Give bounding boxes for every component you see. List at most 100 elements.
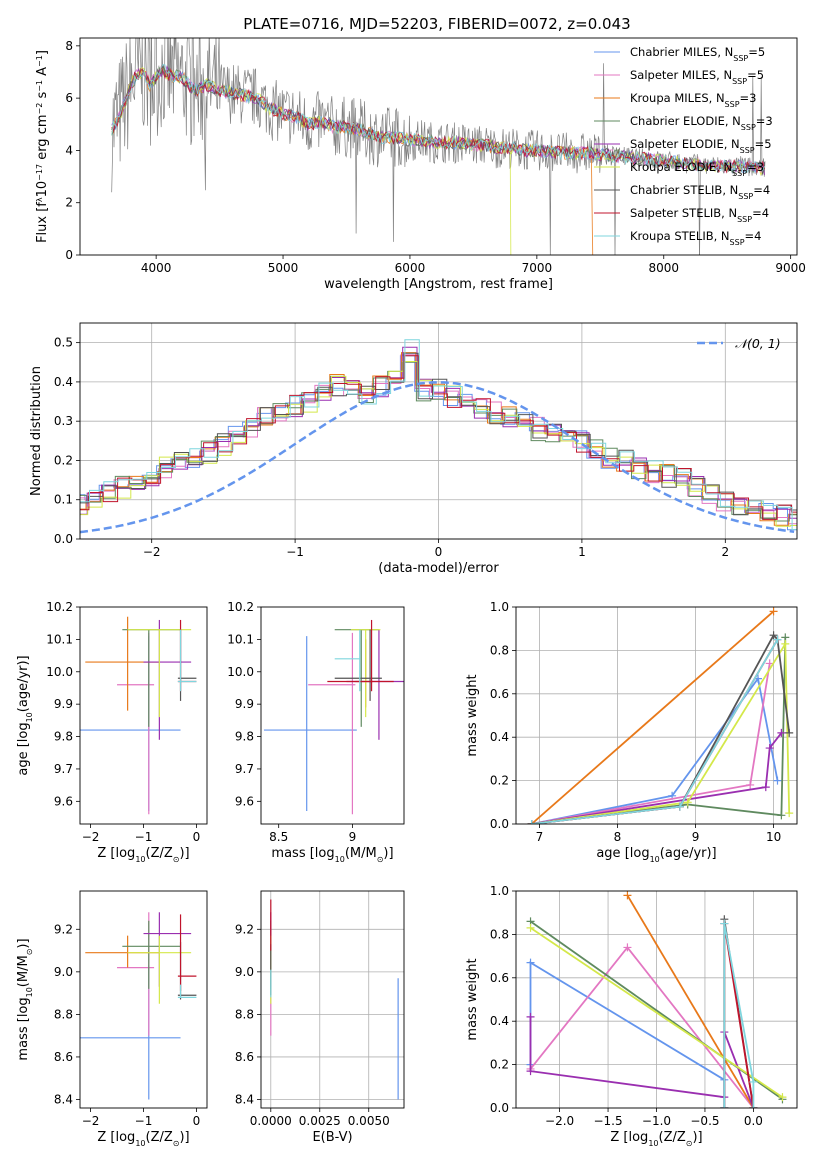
x-tick-label: 2 [721, 545, 729, 559]
weight-line [626, 894, 755, 1108]
errorbar-point [334, 629, 382, 701]
y-tick-label: 8.6 [54, 1050, 73, 1064]
weight-marker [785, 809, 794, 818]
weight-traces [527, 607, 794, 824]
histogram-step-line [80, 355, 797, 531]
y-tick-label: 1.0 [490, 600, 509, 614]
age-vs-mass-panel: 8.5 9 9.6 9.7 9.8 9.9 10.0 10.1 10.2 mass [log10(… [227, 600, 405, 864]
y-tick-label: 9.9 [54, 697, 73, 711]
figure-title: PLATE=0716, MJD=52203, FIBERID=0072, z=0… [243, 15, 630, 33]
y-tick-label: 9.7 [54, 762, 73, 776]
y-tick-label: 9.7 [235, 762, 254, 776]
weight-marker [526, 1012, 535, 1021]
x-tick-label: −1 [135, 1114, 153, 1128]
y-tick-label: 9.0 [54, 965, 73, 979]
axes-frame [79, 890, 208, 1109]
y-tick-label: 8.4 [54, 1092, 73, 1106]
x-tick-label: 7000 [522, 261, 553, 275]
weight-marker [749, 1077, 758, 1086]
x-tick-label: 0.0025 [299, 1114, 341, 1128]
errorbar-point [177, 984, 197, 998]
x-axis-label: mass [log10(M/M⊙)] [271, 846, 393, 864]
y-tick-label: 9.9 [235, 697, 254, 711]
errorbars [80, 912, 197, 1100]
errorbar-point [334, 629, 361, 692]
axes-frame [79, 37, 798, 256]
y-tick-label: 9.8 [54, 730, 73, 744]
legend-label: Chabrier ELODIE, NSSP=3 [630, 114, 773, 132]
x-tick-label: −1.5 [593, 1114, 622, 1128]
x-tick-label: −2 [82, 1114, 100, 1128]
weight-line [531, 676, 779, 824]
y-tick-label: 10.1 [227, 632, 254, 646]
x-tick-label: 9000 [775, 261, 806, 275]
y-tick-label: 8 [65, 39, 73, 53]
weight-marker [781, 639, 790, 648]
x-tick-label: −1.0 [642, 1114, 671, 1128]
x-tick-label: −0.5 [690, 1114, 719, 1128]
legend-label: Kroupa MILES, NSSP=3 [630, 91, 756, 109]
x-axis-label: Z [log10(Z/Z⊙)] [97, 846, 189, 864]
x-tick-label: 5000 [268, 261, 299, 275]
histogram-step-line [80, 339, 797, 530]
y-tick-label: 8.4 [235, 1092, 254, 1106]
y-tick-label: 0.6 [490, 971, 509, 985]
x-tick-label: 4000 [141, 261, 172, 275]
y-tick-label: 10.2 [227, 600, 254, 614]
y-axis-label: Normed distribution [29, 366, 44, 496]
weight-line [531, 633, 791, 824]
weight-marker [526, 958, 535, 967]
x-tick-label: 8.5 [269, 830, 288, 844]
y-tick-label: 10.1 [46, 632, 73, 646]
y-tick-label: 0.8 [490, 643, 509, 657]
errorbars [80, 616, 197, 815]
y-tick-label: 4 [65, 143, 73, 157]
y-tick-label: 6 [65, 91, 73, 105]
y-tick-label: 1.0 [490, 884, 509, 898]
histogram-step-line [80, 361, 797, 522]
weight-marker [769, 607, 778, 616]
legend-label: 𝒩(0, 1) [735, 336, 781, 351]
weight-marker [746, 780, 755, 789]
y-tick-label: 8.8 [235, 1007, 254, 1021]
weight-marker [720, 919, 729, 928]
y-tick-label: 0.1 [54, 493, 73, 507]
x-tick-label: 9 [692, 830, 700, 844]
weight-marker [777, 811, 786, 820]
x-tick-label: 8000 [648, 261, 679, 275]
histogram-step-line [80, 346, 797, 519]
errorbar-point [327, 619, 394, 692]
weight-line [531, 639, 779, 824]
y-tick-label: 9.6 [235, 794, 254, 808]
x-tick-label: 1 [578, 545, 586, 559]
x-axis-label: E(B-V) [312, 1130, 352, 1145]
y-tick-label: 9.8 [235, 730, 254, 744]
x-tick-label: −2 [143, 545, 161, 559]
weight-marker [720, 1104, 729, 1108]
y-tick-label: 0.2 [490, 774, 509, 788]
weight-line [531, 610, 775, 824]
y-tick-label: 10.2 [46, 600, 73, 614]
weight-marker [623, 943, 632, 952]
weight-line [531, 639, 779, 824]
y-tick-label: 0.4 [490, 730, 509, 744]
errorbar-point [143, 619, 192, 740]
y-tick-label: 8.6 [235, 1050, 254, 1064]
errorbar-point [122, 920, 181, 989]
errorbar-point [263, 636, 357, 812]
legend-label: Chabrier STELIB, NSSP=4 [630, 183, 770, 201]
y-tick-label: 0.2 [54, 453, 73, 467]
x-tick-label: 6000 [395, 261, 426, 275]
y-axis-label: age [log10(age/yr)] [16, 655, 34, 775]
x-tick-label: −1 [286, 545, 304, 559]
y-tick-label: 9.0 [235, 965, 254, 979]
weight-marker [526, 923, 535, 932]
mass-vs-Z-panel: −2 −1 0 8.4 8.6 8.8 9.0 9.2 Z [log10(Z/Z⊙)] mass … [16, 890, 208, 1148]
y-tick-label: 9.6 [54, 794, 73, 808]
y-tick-label: 9.2 [235, 922, 254, 936]
x-axis-label: Z [log10(Z/Z⊙)] [97, 1130, 189, 1148]
spectrum-panel: 4000 5000 6000 7000 8000 9000 0 2 4 6 8 wavelength … [35, 37, 806, 292]
weight-marker [527, 820, 536, 824]
